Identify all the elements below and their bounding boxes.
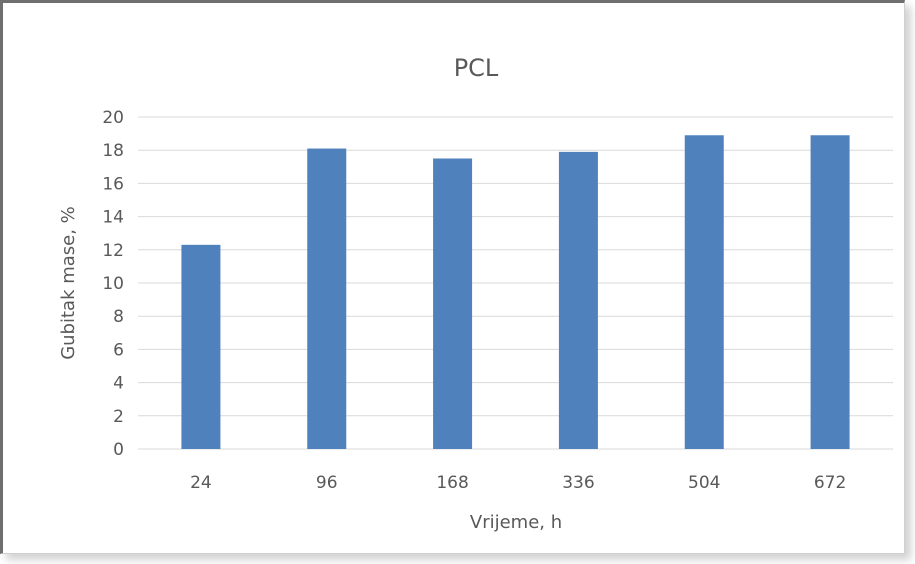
bar-672 (810, 135, 850, 449)
y-tick-label: 12 (102, 241, 124, 261)
bar-336 (558, 151, 598, 450)
y-tick-label: 10 (102, 274, 124, 294)
bar-504 (684, 135, 724, 449)
y-tick-label: 18 (102, 141, 124, 161)
x-tick-labels: 24 96 168 336 504 672 (190, 473, 846, 493)
x-tick-label: 168 (436, 473, 468, 493)
bars (181, 135, 850, 450)
bar-24 (181, 244, 221, 449)
bar-168 (433, 158, 473, 449)
y-tick-label: 0 (113, 440, 124, 460)
x-axis-label: Vrijeme, h (470, 512, 562, 533)
chart-title: PCL (454, 54, 499, 82)
y-tick-label: 4 (113, 374, 124, 394)
y-tick-labels: 0 2 4 6 8 10 12 14 16 18 20 (102, 108, 124, 460)
y-tick-label: 8 (113, 307, 124, 327)
y-tick-label: 2 (113, 407, 124, 427)
y-tick-label: 14 (102, 208, 124, 228)
y-tick-label: 6 (113, 340, 124, 360)
bar-96 (307, 148, 347, 450)
y-axis-label: Gubitak mase, % (58, 206, 79, 360)
y-tick-label: 16 (102, 174, 124, 194)
y-tick-label: 20 (102, 108, 124, 128)
grid-lines (138, 116, 893, 450)
x-tick-label: 336 (562, 473, 594, 493)
x-tick-label: 672 (814, 473, 846, 493)
x-tick-label: 24 (190, 473, 212, 493)
x-tick-label: 504 (688, 473, 720, 493)
x-tick-label: 96 (316, 473, 338, 493)
